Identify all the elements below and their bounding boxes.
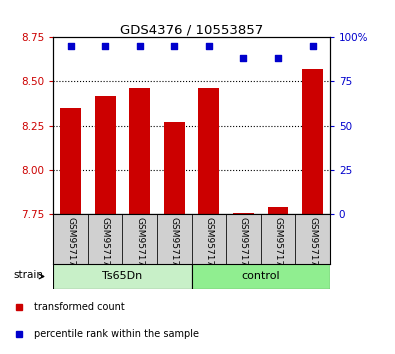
Point (102, 43, 108, 49)
Text: GSM957174: GSM957174 (135, 217, 144, 272)
Bar (233, 213, 254, 214)
Point (171, 43, 177, 49)
Bar (95, 96, 116, 214)
Bar (53, 264, 192, 289)
Text: GSM957172: GSM957172 (66, 217, 75, 272)
Text: strain: strain (13, 270, 43, 280)
Bar (192, 214, 226, 264)
Point (137, 43, 143, 49)
Text: GSM957179: GSM957179 (308, 217, 317, 272)
Text: GSM957176: GSM957176 (204, 217, 213, 272)
Bar (88, 214, 122, 264)
Text: GSM957178: GSM957178 (273, 217, 282, 272)
Bar (295, 214, 330, 264)
Bar (192, 264, 330, 289)
Text: GSM957177: GSM957177 (239, 217, 248, 272)
Text: Ts65Dn: Ts65Dn (102, 272, 143, 281)
Point (206, 43, 212, 49)
Point (275, 56, 281, 61)
Bar (164, 122, 185, 214)
Bar (199, 88, 219, 214)
Point (240, 56, 246, 61)
Bar (302, 69, 323, 214)
Bar (53, 214, 88, 264)
Title: GDS4376 / 10553857: GDS4376 / 10553857 (120, 23, 263, 36)
Bar (60, 108, 81, 214)
Bar (226, 214, 261, 264)
Bar (268, 207, 288, 214)
Text: control: control (241, 272, 280, 281)
Bar (130, 88, 150, 214)
Text: GSM957173: GSM957173 (101, 217, 110, 272)
Text: GSM957175: GSM957175 (170, 217, 179, 272)
Point (309, 43, 316, 49)
Text: transformed count: transformed count (34, 302, 125, 312)
Bar (157, 214, 192, 264)
Point (68, 43, 74, 49)
Text: percentile rank within the sample: percentile rank within the sample (34, 329, 199, 339)
Bar (122, 214, 157, 264)
Bar (261, 214, 295, 264)
